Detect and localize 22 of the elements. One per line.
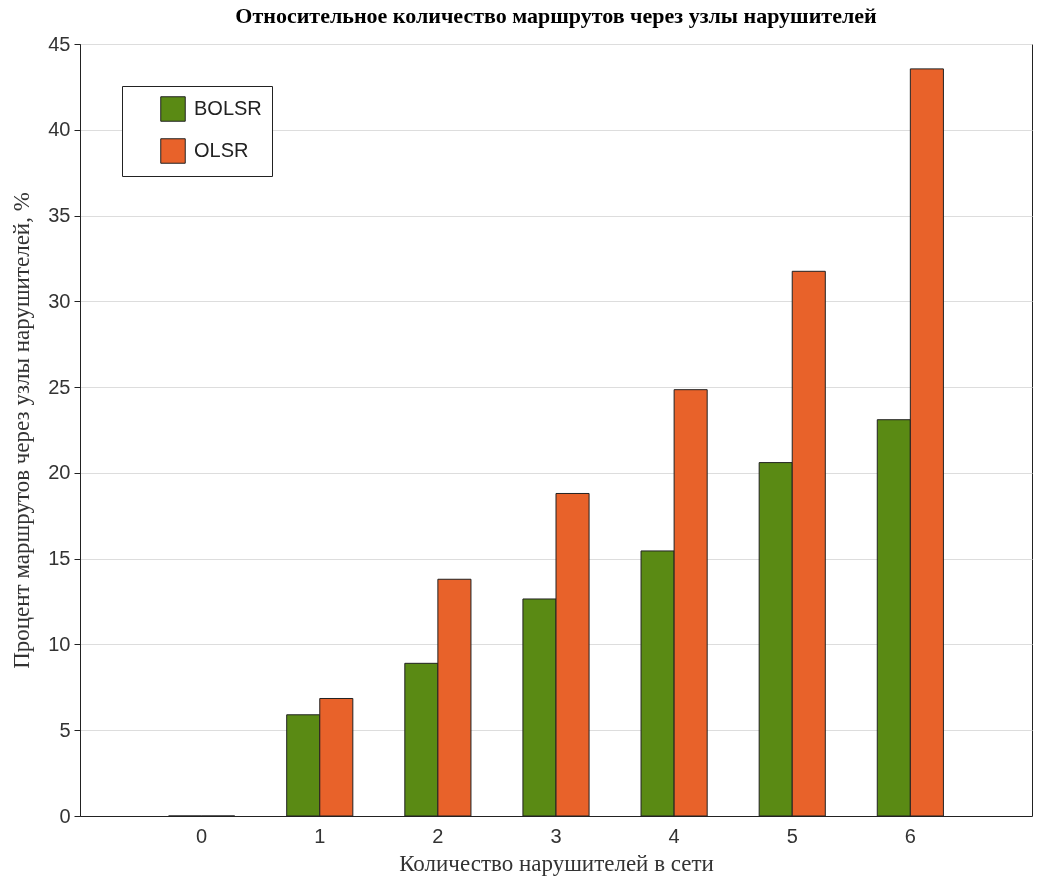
- y-tick-label: 15: [48, 547, 71, 570]
- y-tick-label: 30: [48, 289, 71, 312]
- y-tick-label: 40: [48, 118, 71, 141]
- x-tick-label: 0: [196, 824, 208, 847]
- y-tick-label: 25: [48, 375, 71, 398]
- x-tick-label: 1: [314, 824, 326, 847]
- y-tick-label: 35: [48, 204, 71, 227]
- y-tick-label: 10: [48, 632, 71, 655]
- x-tick-label: 5: [786, 824, 798, 847]
- legend-label: BOLSR: [194, 97, 262, 119]
- x-axis-title: Количество нарушителей в сети: [399, 850, 714, 876]
- chart-title: Относительное количество маршрутов через узлы нарушителей: [235, 3, 878, 28]
- legend-label: OLSR: [194, 139, 249, 161]
- y-tick-label: 45: [48, 32, 71, 55]
- y-tick-label: 20: [48, 461, 71, 484]
- x-tick-label: 2: [432, 824, 444, 847]
- y-axis-title: Процент маршрутов через узлы нарушителей, %: [9, 192, 35, 669]
- y-tick-label: 0: [59, 804, 71, 827]
- x-tick-label: 6: [904, 824, 916, 847]
- x-tick-label: 3: [550, 824, 562, 847]
- y-tick-label: 5: [59, 718, 71, 741]
- x-tick-label: 4: [668, 824, 680, 847]
